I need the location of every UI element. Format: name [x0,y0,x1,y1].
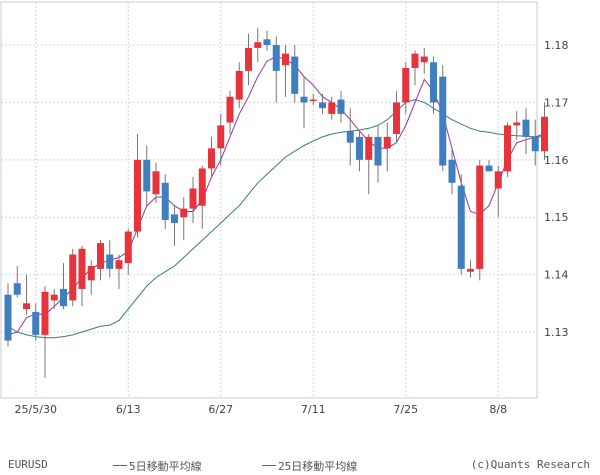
candle-up [541,116,548,152]
candle-up [365,136,373,160]
x-tick-label: 25/5/30 [15,403,57,416]
candle-down [319,102,326,109]
plot-area [0,1,538,399]
y-tick-label: 1.17 [544,96,569,109]
x-tick-label: 8/8 [489,403,507,416]
candle-down [337,99,345,114]
x-tick-label: 6/27 [208,403,233,416]
legend-ma25-label: 25日移動平均線 [278,460,358,473]
y-axis: 1.13 1.14 1.15 1.16 1.17 1.18 [544,39,569,339]
candle-up [245,47,252,71]
candle-up [476,165,484,269]
candle-up [494,171,502,189]
candle-down [272,45,280,71]
candle-down [457,185,465,269]
y-tick-label: 1.14 [544,269,569,282]
candle-up [208,148,215,169]
legend-symbol: EURUSD [8,458,48,471]
candle-up [226,96,234,123]
candle-down [171,214,178,223]
candle-down [291,56,299,94]
candle-up [87,266,95,281]
candle-up [152,171,160,195]
candle-up [198,168,206,206]
y-tick-label: 1.13 [544,326,569,339]
candle-down [531,136,539,152]
legend-credit: (c)Quants Research [470,458,590,471]
candle-up [41,291,49,335]
legend: EURUSD 5日移動平均線 25日移動平均線 (c)Quants Resear… [0,454,600,474]
legend-ma5-label: 5日移動平均線 [129,460,202,473]
candle-up [383,136,391,149]
candle-up [50,294,58,301]
candle-up [23,303,30,310]
legend-ma25-swatch [262,465,276,466]
candle-up [328,102,336,114]
candle-up [69,254,77,301]
legend-ma5-swatch [113,465,127,466]
x-tick-label: 6/13 [116,403,141,416]
ma25-line [7,99,545,339]
candle-up [115,260,123,269]
candle-down [161,182,169,221]
candle-up [78,248,86,289]
candle-up [309,99,317,102]
candle-down [4,294,12,341]
candle-down [32,311,40,335]
candle-down [356,136,363,160]
candle-up [402,68,410,103]
x-tick-label: 7/25 [393,403,418,416]
y-tick-label: 1.16 [544,154,569,167]
candle-down [106,254,114,269]
candle-up [189,188,197,209]
candle-up [504,125,511,172]
candle-up [420,56,428,63]
y-tick-label: 1.18 [544,39,569,52]
candle-down [485,165,493,172]
candle-down [143,159,151,192]
candle-up [254,42,262,48]
candle-down [448,159,456,183]
ma25-series [7,99,545,339]
candle-up [393,102,400,134]
candle-down [346,131,354,143]
candle-down [439,76,447,166]
candle-down [13,283,21,295]
candle-up [235,70,243,100]
candle-up [513,122,521,126]
candle-series [4,27,548,378]
candle-down [263,39,271,46]
candle-down [374,136,382,166]
candle-down [430,62,437,103]
candle-up [97,243,104,269]
x-tick-label: 7/11 [301,403,326,416]
candle-up [217,125,225,149]
candle-down [60,288,67,307]
candle-up [134,159,141,232]
candle-down [522,119,530,137]
candle-up [180,208,188,218]
x-axis: 25/5/30 6/13 6/27 7/11 7/25 8/8 [15,403,508,416]
candle-up [411,53,419,68]
y-tick-label: 1.15 [544,211,569,224]
candle-up [282,53,289,66]
candle-up [124,231,132,264]
candle-down [300,96,308,103]
candle-up [467,268,474,272]
